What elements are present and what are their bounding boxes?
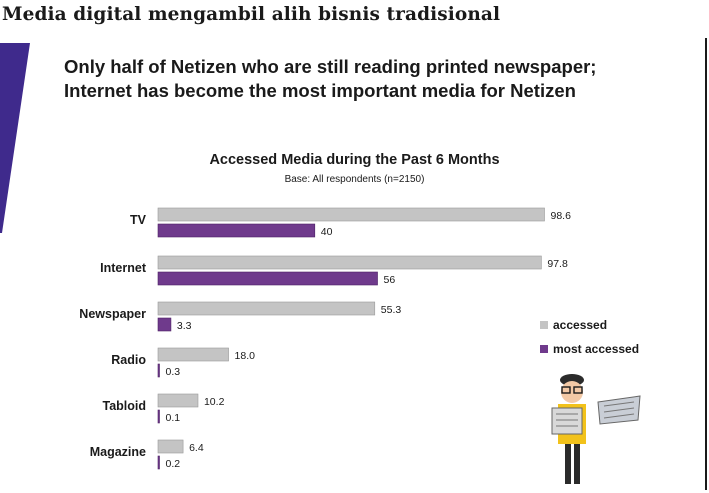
- value-label-accessed-newspaper: 55.3: [381, 304, 402, 316]
- legend-label-most-accessed: most accessed: [553, 342, 640, 356]
- value-label-accessed-internet: 97.8: [547, 258, 568, 270]
- category-label-radio: Radio: [111, 353, 146, 367]
- value-label-most-accessed-internet: 56: [384, 274, 396, 286]
- slide-frame: [0, 38, 707, 490]
- newspaper-left: [551, 407, 583, 435]
- category-label-internet: Internet: [100, 261, 147, 275]
- value-label-accessed-tv: 98.6: [551, 210, 572, 222]
- value-label-most-accessed-radio: 0.3: [166, 366, 181, 378]
- category-label-newspaper: Newspaper: [79, 307, 146, 321]
- bar-accessed-magazine: [157, 439, 184, 454]
- value-label-accessed-radio: 18.0: [235, 350, 256, 362]
- value-label-accessed-tabloid: 10.2: [204, 396, 225, 408]
- bar-accessed-internet: [157, 255, 542, 270]
- value-label-most-accessed-magazine: 0.2: [166, 458, 181, 470]
- category-label-tabloid: Tabloid: [102, 399, 146, 413]
- bar-most-accessed-internet: [157, 271, 378, 286]
- bar-most-accessed-tabloid: [157, 409, 160, 424]
- chart-subtitle: Base: All respondents (n=2150): [284, 174, 425, 185]
- legend-accessed: accessed: [540, 318, 607, 332]
- newspaper-flying: [597, 395, 641, 425]
- category-label-tv: TV: [130, 213, 147, 227]
- bar-most-accessed-newspaper: [157, 317, 172, 332]
- headline-line-1: Only half of Netizen who are still readi…: [64, 56, 597, 77]
- slide-accent-stripe: [0, 43, 30, 233]
- value-label-most-accessed-tabloid: 0.1: [166, 412, 181, 424]
- legend-swatch-accessed: [540, 321, 548, 329]
- legend-most-accessed: most accessed: [540, 342, 639, 356]
- bar-most-accessed-tv: [157, 223, 316, 238]
- value-label-most-accessed-newspaper: 3.3: [177, 320, 192, 332]
- bar-accessed-newspaper: [157, 301, 376, 316]
- chart-title: Accessed Media during the Past 6 Months: [209, 152, 500, 168]
- legend-swatch-most-accessed: [540, 345, 548, 353]
- value-label-most-accessed-tv: 40: [321, 226, 333, 238]
- bar-most-accessed-radio: [157, 363, 160, 378]
- bar-most-accessed-magazine: [157, 455, 160, 470]
- category-label-magazine: Magazine: [90, 445, 146, 459]
- newspaper-reader-illustration: [551, 374, 641, 484]
- bar-accessed-radio: [157, 347, 229, 362]
- bar-accessed-tabloid: [157, 393, 199, 408]
- headline-line-2: Internet has become the most important m…: [64, 80, 576, 101]
- value-label-accessed-magazine: 6.4: [189, 442, 204, 454]
- slide-decoration: [0, 43, 30, 233]
- legend-label-accessed: accessed: [553, 318, 608, 332]
- bar-accessed-tv: [157, 207, 545, 222]
- page-title: Media digital mengambil alih bisnis trad…: [2, 4, 501, 25]
